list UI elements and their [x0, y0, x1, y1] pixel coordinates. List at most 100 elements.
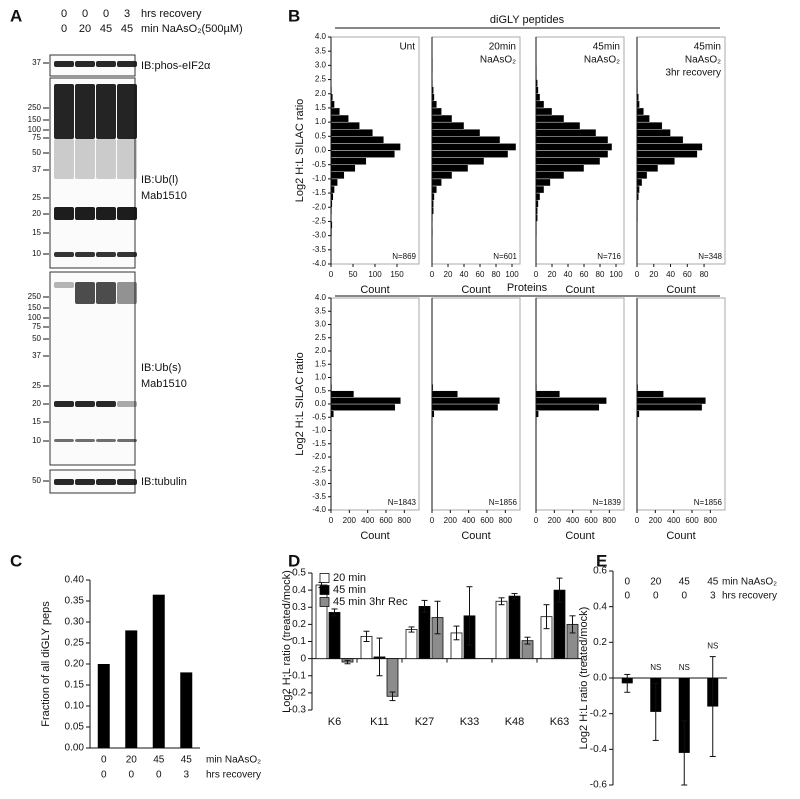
y-tick-label: -0.5: [312, 412, 326, 421]
y-tick-label: 0.30: [65, 617, 85, 628]
x-tick-label-row2: 3: [183, 770, 189, 781]
x-tick-label: 100: [505, 270, 519, 279]
panel-annotation: NaAsO₂: [480, 55, 516, 66]
x-tick-label: 20: [650, 577, 662, 588]
blot-band: [117, 252, 137, 257]
histogram-bar: [330, 150, 395, 158]
x-tick-label: 20: [649, 270, 658, 279]
histogram-bar: [431, 157, 485, 165]
blot-band: [75, 479, 95, 485]
y-tick-label: 0.5: [292, 568, 306, 579]
n-label: N=601: [493, 252, 517, 261]
lane-label: 3: [124, 8, 130, 20]
blot-label: IB:Ub(s): [141, 362, 181, 374]
lane-label: 20: [79, 23, 91, 35]
histogram-bar: [330, 185, 335, 194]
histogram-bar: [535, 390, 561, 398]
y-tick-label: 0.00: [65, 743, 85, 754]
y-tick-label: -1.0: [312, 426, 326, 435]
y-tick-label: -0.2: [590, 708, 608, 719]
mw-marker: 75: [32, 133, 41, 142]
annotation: NS: [679, 663, 690, 672]
blot-band: [75, 439, 95, 442]
blot-band: [54, 439, 74, 442]
x-tick-label: 800: [603, 516, 617, 525]
n-label: N=869: [392, 252, 416, 261]
histogram-bar: [636, 143, 703, 151]
histogram-bar: [431, 185, 438, 194]
bar: [328, 611, 341, 660]
x-tick-label: 45: [153, 755, 165, 766]
x-tick-label: 20: [444, 270, 453, 279]
blot-band: [117, 139, 137, 179]
histogram-bar: [636, 403, 703, 411]
blot-band: [54, 252, 74, 257]
n-label: N=1839: [593, 498, 622, 507]
category-row-label: min NaAsO₂: [206, 755, 261, 766]
y-tick-label: -0.6: [590, 780, 608, 791]
y-tick-label: 0.4: [593, 601, 607, 612]
x-tick-label: 400: [462, 516, 476, 525]
blot-label: IB:phos-eIF2α: [141, 60, 211, 72]
x-tick-label: 80: [596, 270, 605, 279]
panel-annotation: 20min: [489, 42, 516, 53]
histogram-bar: [431, 171, 453, 180]
blot-band: [96, 84, 116, 139]
histogram-bar: [431, 143, 517, 151]
bar: [152, 594, 165, 748]
histogram-bar: [431, 129, 481, 137]
blot-band: [54, 479, 74, 485]
row-label: min NaAsO₂(500µM): [141, 23, 243, 35]
x-tick-label: 400: [361, 516, 375, 525]
blot-band: [96, 139, 116, 179]
y-tick-label: 0.25: [65, 638, 85, 649]
mw-marker: 25: [32, 193, 41, 202]
histogram-bar: [330, 397, 401, 405]
x-tick-label: 800: [704, 516, 718, 525]
annotation: NS: [707, 642, 718, 651]
histogram-bar: [431, 178, 442, 187]
mw-marker: 15: [32, 417, 41, 426]
histogram-bar: [636, 171, 648, 180]
histogram-bar: [636, 107, 644, 116]
y-tick-label: -2.0: [312, 452, 326, 461]
x-tick-label: 600: [379, 516, 393, 525]
x-tick-label-row2: 0: [128, 770, 134, 781]
histogram-bar: [535, 107, 553, 116]
histogram-bar: [330, 136, 384, 144]
x-tick-label: 600: [480, 516, 494, 525]
y-tick-label: -1.5: [312, 439, 326, 448]
row-title: Proteins: [507, 282, 548, 294]
mw-marker: 37: [32, 351, 41, 360]
blot-band: [96, 207, 116, 220]
x-tick-label: 0: [534, 270, 539, 279]
y-axis-label: Log2 H:L ratio (treated/mock): [281, 570, 293, 713]
blot-frame: [49, 271, 136, 466]
histogram-bar: [330, 403, 396, 411]
blot-band: [117, 439, 137, 442]
y-tick-label: 1.0: [315, 117, 327, 126]
histogram-bar: [431, 390, 458, 398]
y-tick-label: 0.2: [593, 637, 607, 648]
x-tick-label: K11: [370, 716, 389, 728]
histogram-bar: [535, 185, 545, 194]
x-tick-label: K63: [550, 716, 570, 728]
blot-band: [54, 207, 74, 220]
y-tick-label: 0.35: [65, 596, 85, 607]
histogram-bar: [535, 100, 545, 109]
x-tick-label: 200: [548, 516, 562, 525]
x-tick-label: 80: [492, 270, 501, 279]
mw-marker: 250: [28, 292, 42, 301]
mw-marker: 50: [32, 334, 41, 343]
histogram-bar: [330, 129, 373, 137]
y-tick-label: 0.0: [593, 673, 607, 684]
x-tick-label: 20: [126, 755, 138, 766]
x-tick-label: 200: [649, 516, 663, 525]
x-tick-label: 20: [548, 270, 557, 279]
x-tick-label: 600: [685, 516, 699, 525]
y-tick-label: -0.1: [289, 670, 307, 681]
y-tick-label: -0.5: [312, 160, 326, 169]
x-tick-label: 600: [584, 516, 598, 525]
x-tick-label: K33: [460, 716, 480, 728]
